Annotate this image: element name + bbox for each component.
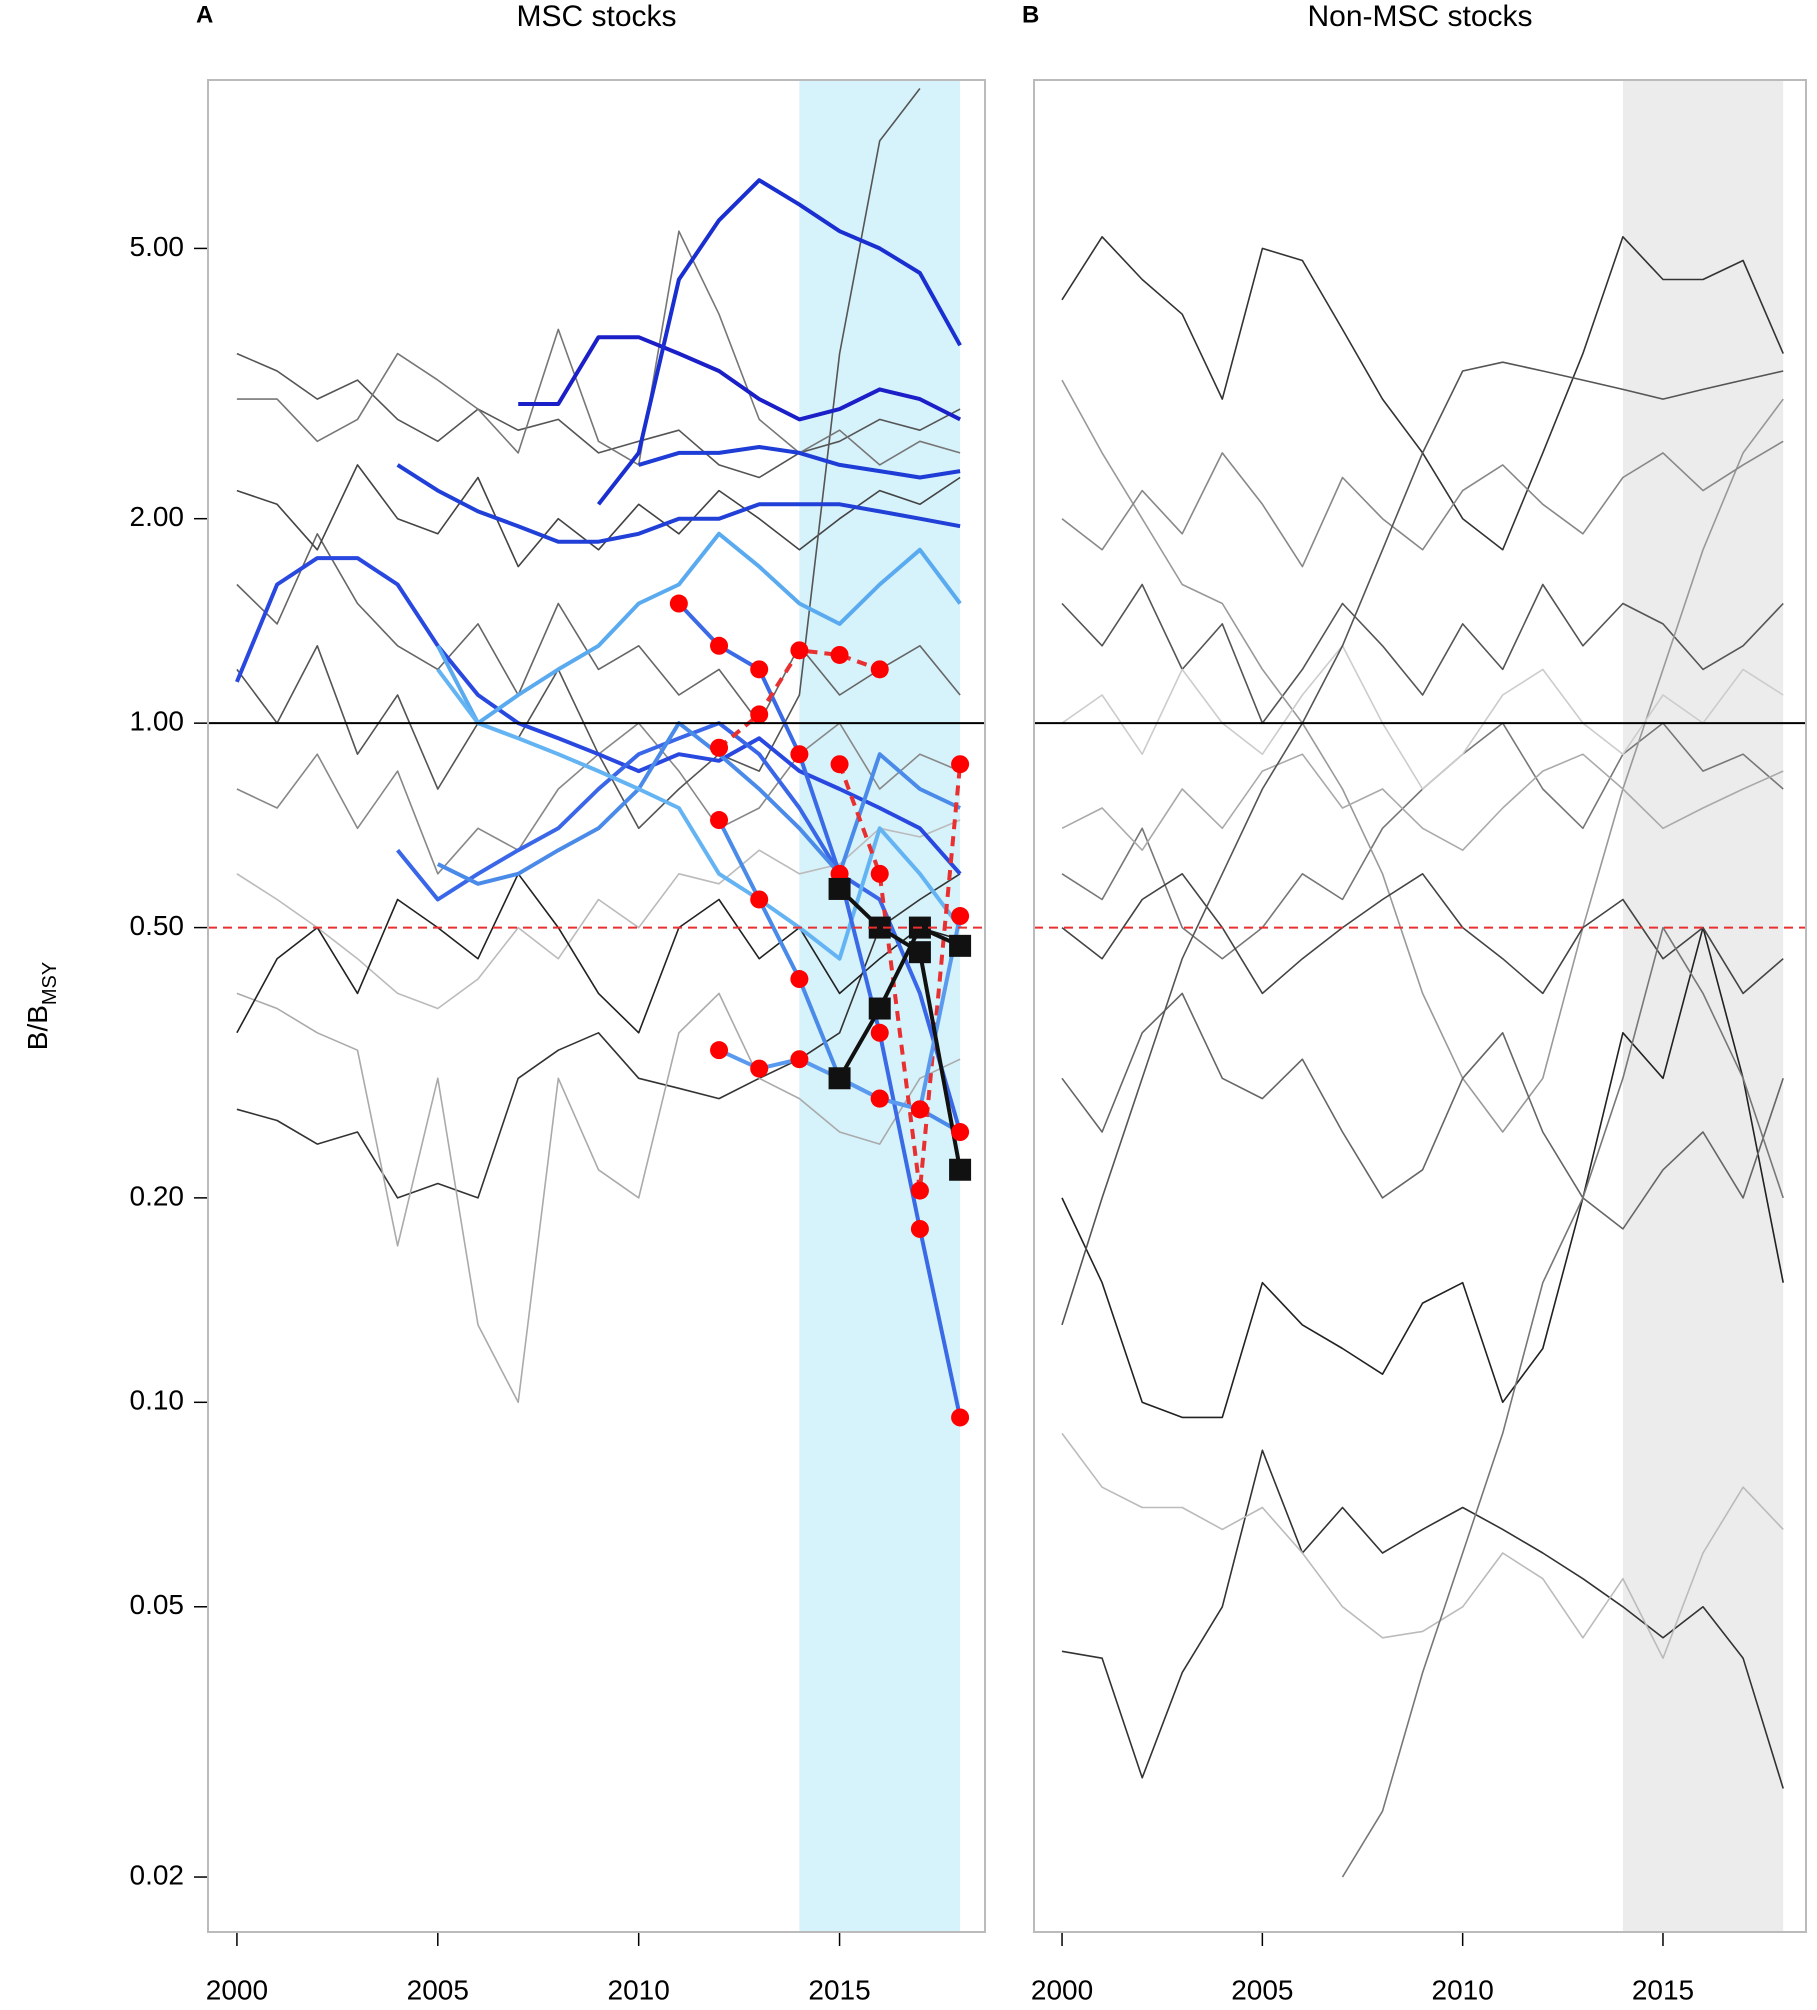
square-marker	[949, 934, 972, 957]
y-tick-label: 2.00	[130, 501, 185, 532]
series-line	[236, 230, 961, 466]
square-marker	[868, 916, 891, 939]
x-tick-label: 2010	[608, 1974, 670, 2005]
panel-letter: B	[1022, 1, 1039, 28]
circle-marker	[951, 1123, 970, 1142]
series-group	[235, 88, 972, 1427]
series-line	[236, 992, 961, 1404]
series-line	[236, 464, 961, 568]
series-line	[1061, 379, 1784, 1133]
circle-marker	[750, 890, 769, 909]
x-tick-label: 2000	[206, 1974, 268, 2005]
plot-frame	[1033, 79, 1807, 1933]
circle-marker	[870, 1089, 889, 1108]
panel-title: MSC stocks	[516, 0, 676, 33]
square-marker	[828, 877, 851, 900]
panel-title: Non-MSC stocks	[1307, 0, 1532, 33]
circle-marker	[870, 660, 889, 679]
y-tick-label: 0.20	[130, 1180, 185, 1211]
x-tick-label: 2015	[808, 1974, 870, 2005]
circle-marker	[870, 1023, 889, 1042]
y-axis-label: B/BMSY	[22, 962, 61, 1050]
circle-marker	[710, 811, 729, 830]
x-tick-label: 2000	[1031, 1974, 1093, 2005]
series-line	[236, 533, 961, 724]
series-line	[638, 445, 961, 480]
square-marker	[908, 941, 931, 964]
circle-marker	[910, 1181, 929, 1200]
y-tick-label: 0.10	[130, 1385, 185, 1416]
circle-marker	[669, 594, 688, 613]
series-line	[236, 88, 921, 830]
circle-marker	[951, 1408, 970, 1427]
circle-marker	[750, 705, 769, 724]
series-group	[1061, 236, 1784, 1878]
series-line	[235, 556, 962, 876]
circle-marker	[750, 1059, 769, 1078]
square-marker	[949, 1158, 972, 1181]
circle-marker	[910, 1219, 929, 1238]
series-line	[1061, 440, 1784, 568]
series-line	[518, 335, 962, 422]
circle-marker	[790, 1050, 809, 1069]
circle-marker	[830, 755, 849, 774]
panel-letter: A	[196, 1, 213, 28]
circle-marker	[951, 907, 970, 926]
y-tick-label: 0.50	[130, 910, 185, 941]
series-line	[436, 531, 962, 726]
x-tick-label: 2010	[1432, 1974, 1494, 2005]
series-line	[596, 178, 962, 506]
square-marker	[828, 1067, 851, 1090]
series-line	[436, 721, 961, 886]
series-line	[236, 352, 961, 479]
series-line	[837, 925, 961, 1080]
series-line	[1061, 1432, 1784, 1659]
series-line	[236, 873, 961, 1034]
y-tick-label: 0.02	[130, 1859, 185, 1890]
series-line	[1061, 1449, 1784, 1789]
series-line	[1061, 361, 1784, 1326]
y-axis-label-main: B/B	[22, 1005, 53, 1050]
circle-marker	[710, 738, 729, 757]
circle-marker	[910, 1100, 929, 1119]
circle-marker	[710, 1041, 729, 1060]
highlight-band	[1622, 80, 1784, 1932]
series-line	[1061, 926, 1784, 1419]
y-tick-label: 1.00	[130, 706, 185, 737]
y-tick-label: 5.00	[130, 231, 185, 262]
plot-frame	[207, 79, 986, 1933]
series-line	[837, 763, 963, 1193]
series-line	[1341, 926, 1784, 1878]
y-tick-label: 0.05	[130, 1589, 185, 1620]
series-line	[838, 887, 963, 1171]
circle-marker	[790, 970, 809, 989]
series-line	[236, 873, 961, 1199]
series-line	[1061, 992, 1784, 1230]
circle-marker	[951, 755, 970, 774]
series-line	[396, 463, 961, 544]
x-tick-label: 2005	[407, 1974, 469, 2005]
series-line	[396, 721, 963, 1133]
x-tick-label: 2005	[1231, 1974, 1293, 2005]
circle-marker	[870, 864, 889, 883]
series-line	[236, 819, 961, 1010]
x-tick-label: 2015	[1632, 1974, 1694, 2005]
y-axis-label-sub: MSY	[39, 962, 61, 1005]
circle-marker	[710, 636, 729, 655]
circle-marker	[790, 745, 809, 764]
square-marker	[868, 997, 891, 1020]
circle-marker	[750, 660, 769, 679]
circle-marker	[790, 641, 809, 660]
series-line	[1061, 753, 1784, 851]
series-line	[1061, 645, 1784, 790]
series-line	[1061, 873, 1784, 995]
circle-marker	[830, 645, 849, 664]
